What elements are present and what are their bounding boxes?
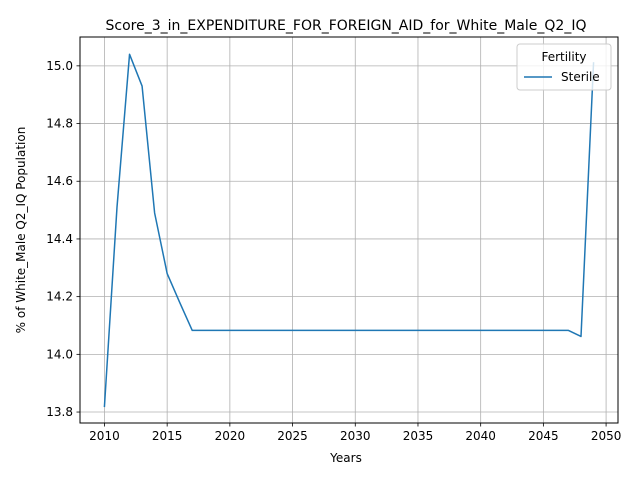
- grid: [80, 37, 618, 423]
- x-tick-label: 2045: [528, 429, 559, 443]
- y-axis-label: % of White_Male Q2_IQ Population: [14, 127, 28, 334]
- series-line-sterile: [103, 53, 595, 408]
- y-tick-label: 14.4: [46, 232, 73, 246]
- x-tick-label: 2035: [403, 429, 434, 443]
- x-tick-label: 2050: [591, 429, 622, 443]
- series-layer: [103, 53, 595, 408]
- y-tick-label: 14.6: [46, 174, 73, 188]
- plot-frame: [79, 36, 619, 424]
- y-tick-label: 14.2: [46, 290, 73, 304]
- x-axis-label: Years: [329, 451, 362, 465]
- legend-box: [516, 43, 612, 91]
- y-tick-label: 15.0: [46, 59, 73, 73]
- legend-label-sterile: Sterile: [561, 70, 600, 84]
- legend-title: Fertility: [541, 50, 586, 64]
- x-tick-label: 2020: [215, 429, 246, 443]
- y-axis: 13.8 14.0 14.2 14.4 14.6 14.8 15.0: [46, 59, 80, 419]
- x-tick-label: 2030: [340, 429, 371, 443]
- y-tick-label: 14.8: [46, 117, 73, 131]
- x-axis: 2010 2015 2020 2025 2030 2035 2040 2045 2050: [89, 423, 621, 443]
- y-tick-label: 13.8: [46, 405, 73, 419]
- x-tick-label: 2025: [277, 429, 308, 443]
- chart-title: Score_3_in_EXPENDITURE_FOR_FOREIGN_AID_f…: [106, 18, 587, 34]
- legend: Fertility Sterile: [516, 43, 612, 91]
- x-tick-label: 2015: [152, 429, 183, 443]
- x-tick-label: 2010: [89, 429, 120, 443]
- x-tick-label: 2040: [465, 429, 496, 443]
- y-tick-label: 14.0: [46, 347, 73, 361]
